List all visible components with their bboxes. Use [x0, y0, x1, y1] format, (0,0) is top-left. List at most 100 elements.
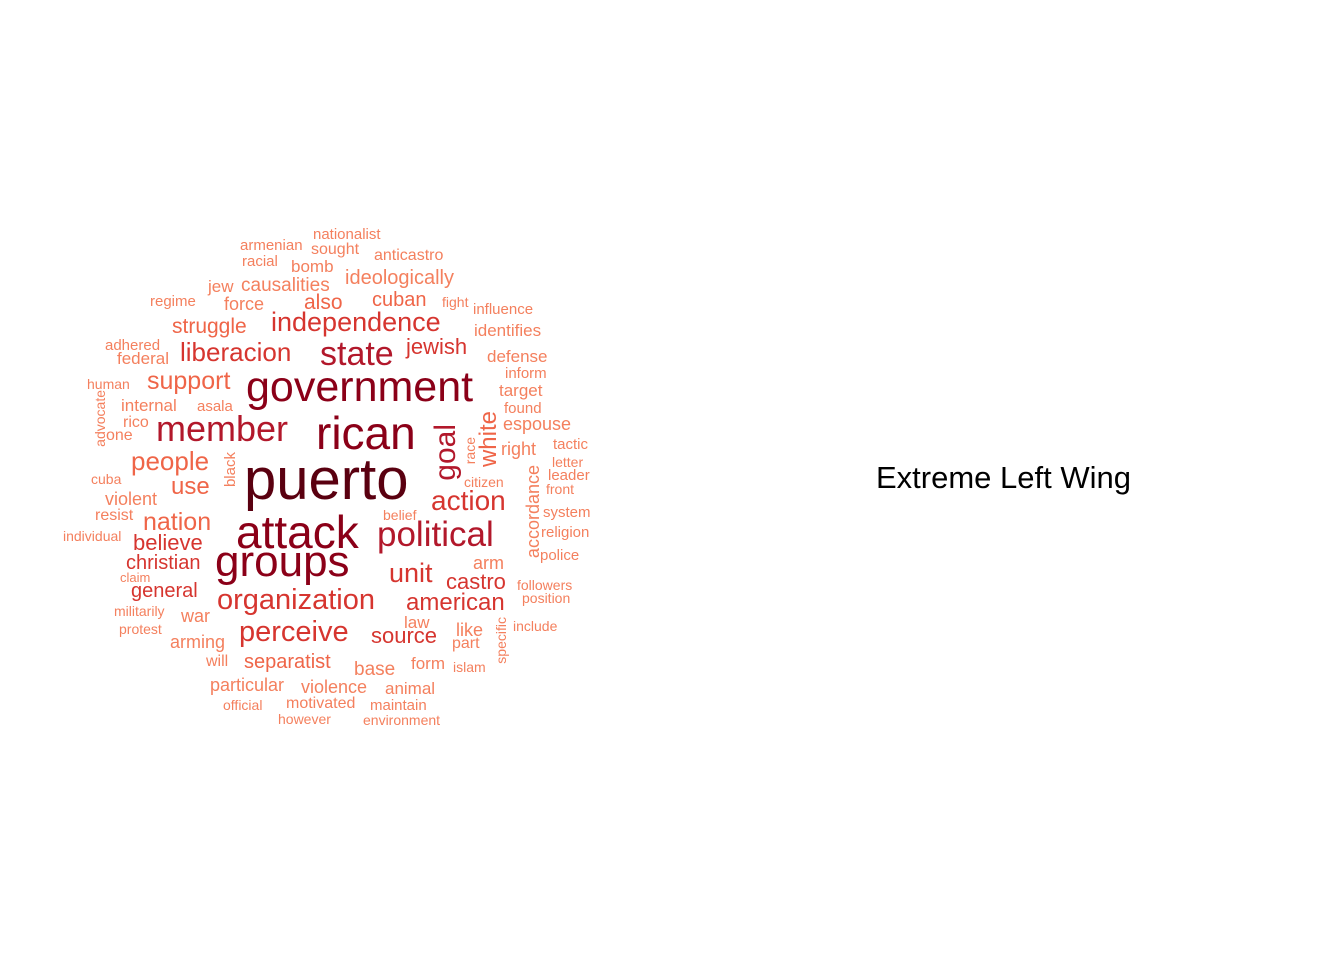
cloud-word: identifies — [474, 321, 542, 340]
cloud-word: tactic — [553, 436, 589, 453]
cloud-word: environment — [363, 712, 441, 728]
cloud-word: violence — [301, 677, 368, 697]
cloud-word: race — [462, 437, 478, 465]
cloud-word: also — [304, 291, 343, 314]
cloud-word: force — [224, 294, 265, 314]
cloud-word: federal — [117, 349, 169, 368]
cloud-word: like — [456, 620, 484, 640]
cloud-word: people — [131, 446, 210, 476]
cloud-word: castro — [446, 569, 506, 594]
cloud-word: internal — [121, 396, 177, 415]
cloud-word: specific — [493, 617, 509, 664]
cloud-word: member — [156, 408, 289, 449]
cloud-word: attack — [236, 506, 359, 558]
cloud-word: anticastro — [374, 247, 444, 264]
cloud-word: police — [540, 547, 580, 564]
cloud-word: official — [223, 697, 263, 713]
cloud-word: sought — [311, 241, 360, 258]
cloud-word: perceive — [239, 616, 349, 648]
cloud-word: action — [431, 485, 506, 516]
cloud-word: ideologically — [345, 267, 454, 289]
cloud-word: accordance — [523, 465, 543, 559]
cloud-word: found — [504, 400, 542, 417]
cloud-word: organization — [217, 584, 375, 616]
cloud-word: front — [546, 481, 575, 497]
cloud-word: inform — [505, 365, 547, 382]
cloud-word: leader — [548, 467, 590, 484]
cloud-word: law — [404, 613, 430, 632]
cloud-word: target — [499, 381, 543, 400]
cloud-word: religion — [541, 524, 590, 541]
cloud-word: source — [371, 623, 438, 648]
cloud-word: american — [406, 589, 505, 616]
cloud-word: violent — [105, 489, 158, 509]
cloud-word: include — [513, 618, 558, 634]
cloud-word: believe — [133, 530, 203, 555]
cloud-word: cuban — [372, 289, 427, 311]
cloud-word: racial — [242, 253, 278, 270]
cloud-word: unit — [389, 558, 433, 588]
cloud-word: right — [501, 439, 537, 459]
cloud-word: white — [475, 411, 502, 468]
cloud-word: liberacion — [180, 337, 292, 367]
cloud-word: jewish — [406, 334, 468, 359]
cloud-word: jew — [208, 277, 234, 296]
cloud-word: human — [87, 376, 130, 392]
cloud-word: general — [131, 580, 198, 602]
cloud-word: form — [411, 654, 445, 673]
cloud-word: belief — [383, 507, 417, 523]
cloud-word: position — [522, 590, 571, 606]
cloud-word: struggle — [172, 315, 247, 338]
cloud-word: bomb — [291, 257, 334, 276]
cloud-word: motivated — [286, 695, 356, 712]
cloud-word: political — [377, 515, 494, 554]
cloud-word: system — [543, 504, 591, 521]
cloud-word: one — [106, 427, 133, 444]
cloud-word: war — [181, 606, 211, 626]
cloud-word: however — [278, 711, 331, 727]
cloud-word: arm — [473, 553, 504, 573]
cloud-word: animal — [385, 679, 436, 698]
cloud-word: part — [452, 635, 480, 652]
cloud-word: state — [320, 335, 394, 373]
cloud-word: espouse — [503, 414, 572, 434]
cloud-word: black — [222, 452, 239, 488]
cloud-caption: Extreme Left Wing — [876, 460, 1131, 495]
cloud-word: adhered — [105, 337, 161, 354]
cloud-word: base — [354, 659, 396, 680]
cloud-word: rico — [123, 414, 149, 431]
cloud-word: armenian — [240, 237, 303, 254]
cloud-word: goal — [429, 424, 462, 481]
cloud-word: claim — [120, 570, 151, 585]
cloud-word: islam — [453, 659, 486, 675]
cloud-word: causalities — [241, 275, 330, 296]
cloud-word: will — [206, 653, 229, 670]
cloud-word: christian — [126, 552, 201, 574]
cloud-word: support — [147, 367, 231, 395]
cloud-word: followers — [517, 577, 573, 593]
cloud-word: arming — [170, 632, 226, 652]
cloud-word: cuba — [91, 471, 122, 487]
cloud-word: advocate — [92, 390, 108, 447]
cloud-word: individual — [63, 528, 122, 544]
cloud-word: separatist — [244, 651, 331, 673]
cloud-word: militarily — [114, 603, 165, 619]
cloud-word: resist — [95, 507, 134, 524]
cloud-word: citizen — [464, 474, 504, 490]
cloud-word: nation — [143, 508, 212, 536]
cloud-word: use — [171, 473, 210, 500]
cloud-word: asala — [197, 398, 233, 415]
cloud-word: letter — [552, 454, 584, 470]
cloud-word: protest — [119, 621, 162, 637]
cloud-word: particular — [210, 675, 285, 695]
cloud-word: maintain — [370, 697, 427, 714]
cloud-word: puerto — [244, 447, 409, 512]
cloud-word: government — [246, 363, 474, 411]
cloud-word: defense — [487, 347, 548, 366]
cloud-word: influence — [473, 301, 534, 318]
cloud-word: nationalist — [313, 226, 381, 243]
cloud-word: regime — [150, 293, 196, 310]
cloud-word: independence — [271, 307, 441, 337]
cloud-word: fight — [442, 294, 469, 310]
